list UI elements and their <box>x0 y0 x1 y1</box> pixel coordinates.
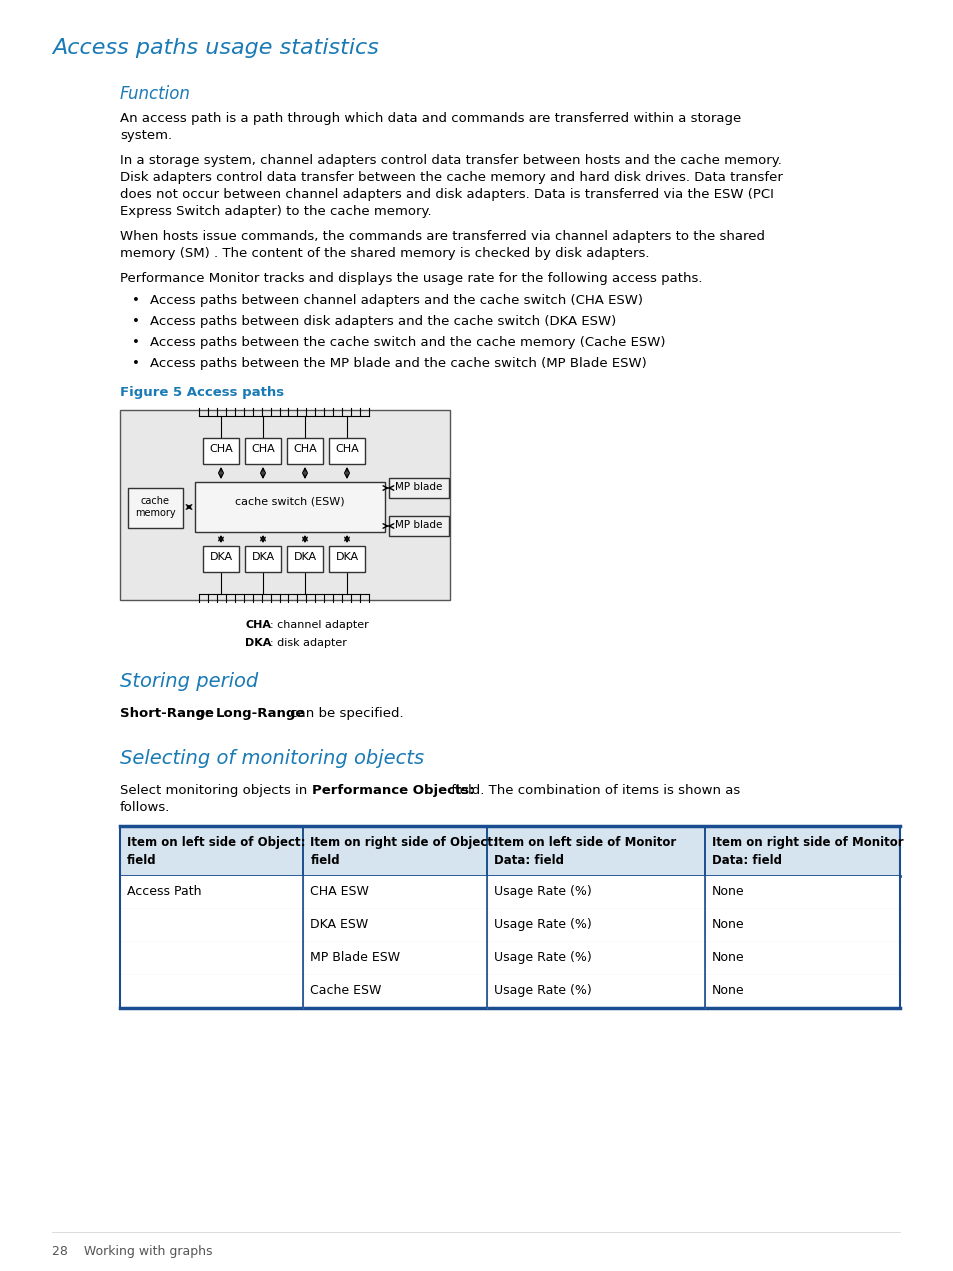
Bar <box>120 942 899 975</box>
Text: Access paths between channel adapters and the cache switch (CHA ESW): Access paths between channel adapters an… <box>150 294 642 308</box>
Text: field: field <box>310 854 339 867</box>
Text: DKA: DKA <box>210 552 233 562</box>
Text: Usage Rate (%): Usage Rate (%) <box>493 984 591 996</box>
Text: MP blade: MP blade <box>395 482 442 492</box>
Text: Item on right side of Monitor: Item on right side of Monitor <box>711 836 902 849</box>
Text: None: None <box>711 951 744 963</box>
Bar <box>287 438 323 464</box>
Text: : disk adapter: : disk adapter <box>270 638 347 648</box>
Text: Item on left side of Object:: Item on left side of Object: <box>127 836 305 849</box>
Text: DKA: DKA <box>245 638 272 648</box>
Text: Usage Rate (%): Usage Rate (%) <box>493 885 591 899</box>
Text: memory (SM) . The content of the shared memory is checked by disk adapters.: memory (SM) . The content of the shared … <box>120 247 649 261</box>
Text: Item on left side of Monitor: Item on left side of Monitor <box>493 836 675 849</box>
Text: Disk adapters control data transfer between the cache memory and hard disk drive: Disk adapters control data transfer betw… <box>120 172 782 184</box>
Text: follows.: follows. <box>120 801 171 813</box>
Text: DKA: DKA <box>294 552 316 562</box>
Bar <box>389 516 449 536</box>
Text: CHA: CHA <box>335 444 358 454</box>
Bar <box>245 547 281 572</box>
Text: An access path is a path through which data and commands are transferred within : An access path is a path through which d… <box>120 112 740 125</box>
Text: None: None <box>711 885 744 899</box>
Text: CHA: CHA <box>293 444 316 454</box>
Text: can be specified.: can be specified. <box>286 707 403 719</box>
Text: 28    Working with graphs: 28 Working with graphs <box>52 1246 213 1258</box>
Text: field. The combination of items is shown as: field. The combination of items is shown… <box>447 784 740 797</box>
Text: Usage Rate (%): Usage Rate (%) <box>493 918 591 930</box>
Text: or: or <box>193 707 214 719</box>
Text: MP Blade ESW: MP Blade ESW <box>310 951 400 963</box>
Bar <box>287 547 323 572</box>
Text: Select monitoring objects in: Select monitoring objects in <box>120 784 312 797</box>
Text: Item on right side of Object:: Item on right side of Object: <box>310 836 497 849</box>
Bar <box>194 482 385 533</box>
Text: •: • <box>132 357 140 370</box>
Text: None: None <box>711 984 744 996</box>
Bar <box>329 547 365 572</box>
Text: Short-Range: Short-Range <box>120 707 213 719</box>
Text: CHA: CHA <box>245 620 271 630</box>
Bar <box>203 438 239 464</box>
Text: CHA: CHA <box>251 444 274 454</box>
Bar <box>203 547 239 572</box>
Text: Access paths between the MP blade and the cache switch (MP Blade ESW): Access paths between the MP blade and th… <box>150 357 646 370</box>
Text: Access paths between disk adapters and the cache switch (DKA ESW): Access paths between disk adapters and t… <box>150 315 616 328</box>
Text: cache switch (ESW): cache switch (ESW) <box>235 496 344 506</box>
Text: •: • <box>132 315 140 328</box>
Text: CHA ESW: CHA ESW <box>310 885 369 899</box>
Text: : channel adapter: : channel adapter <box>270 620 369 630</box>
Text: system.: system. <box>120 128 172 142</box>
Text: does not occur between channel adapters and disk adapters. Data is transferred v: does not occur between channel adapters … <box>120 188 773 201</box>
Text: Performance Monitor tracks and displays the usage rate for the following access : Performance Monitor tracks and displays … <box>120 272 701 285</box>
Text: CHA: CHA <box>209 444 233 454</box>
Bar <box>120 975 899 1008</box>
Text: Performance Objects:: Performance Objects: <box>312 784 474 797</box>
Text: Access Path: Access Path <box>127 885 201 899</box>
Bar <box>120 411 450 600</box>
Bar <box>120 876 899 909</box>
Text: Long-Range: Long-Range <box>215 707 305 719</box>
Text: Express Switch adapter) to the cache memory.: Express Switch adapter) to the cache mem… <box>120 205 431 219</box>
Text: When hosts issue commands, the commands are transferred via channel adapters to : When hosts issue commands, the commands … <box>120 230 764 243</box>
Text: In a storage system, channel adapters control data transfer between hosts and th: In a storage system, channel adapters co… <box>120 154 781 167</box>
Text: Access paths usage statistics: Access paths usage statistics <box>52 38 378 58</box>
Text: field: field <box>127 854 156 867</box>
Text: Data: field: Data: field <box>711 854 781 867</box>
Text: Data: field: Data: field <box>493 854 563 867</box>
Text: DKA: DKA <box>335 552 358 562</box>
Text: DKA ESW: DKA ESW <box>310 918 368 930</box>
Bar <box>389 478 449 498</box>
Text: DKA: DKA <box>252 552 274 562</box>
Text: Usage Rate (%): Usage Rate (%) <box>493 951 591 963</box>
Text: cache
memory: cache memory <box>134 496 175 517</box>
Text: Figure 5 Access paths: Figure 5 Access paths <box>120 386 284 399</box>
Text: Cache ESW: Cache ESW <box>310 984 381 996</box>
Bar <box>120 909 899 942</box>
Text: None: None <box>711 918 744 930</box>
Bar <box>120 826 899 876</box>
Text: Function: Function <box>120 85 191 103</box>
Text: •: • <box>132 336 140 350</box>
Text: MP blade: MP blade <box>395 520 442 530</box>
Text: Access paths between the cache switch and the cache memory (Cache ESW): Access paths between the cache switch an… <box>150 336 665 350</box>
Bar <box>128 488 183 527</box>
Text: Selecting of monitoring objects: Selecting of monitoring objects <box>120 749 424 768</box>
Bar <box>245 438 281 464</box>
Bar <box>329 438 365 464</box>
Text: •: • <box>132 294 140 308</box>
Text: Storing period: Storing period <box>120 672 258 691</box>
